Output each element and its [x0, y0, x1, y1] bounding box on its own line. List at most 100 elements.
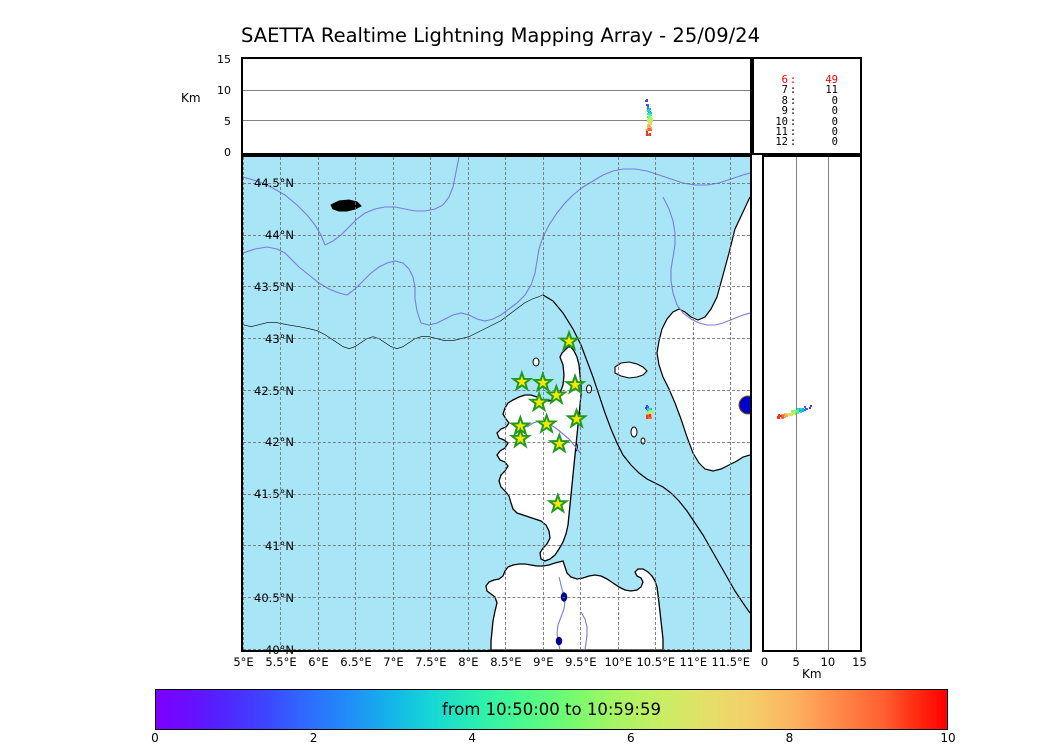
lon-tick: 5.5°E — [265, 655, 297, 669]
lightning-source-point — [648, 121, 651, 124]
lightning-source-point — [808, 406, 812, 409]
map-gridline-lat — [243, 390, 750, 392]
colorbar-gradient — [156, 690, 947, 729]
lat-tick: 42.5°N — [254, 383, 294, 398]
altitude-axis-label: Km — [181, 91, 201, 105]
station-marker[interactable] — [563, 372, 587, 395]
map-gridline-lon — [317, 157, 319, 650]
lightning-source-point — [782, 413, 786, 416]
lightning-source-point — [801, 408, 804, 411]
lon-tick: 10.5°E — [636, 655, 676, 669]
map-gridline-lat — [243, 234, 750, 236]
station-marker[interactable] — [565, 407, 589, 429]
lon-tick: 6.5°E — [340, 655, 372, 669]
lightning-source-point — [645, 104, 648, 107]
map-panel[interactable] — [241, 155, 752, 652]
lightning-source-point — [649, 414, 652, 417]
colorbar[interactable]: from 10:50:00 to 10:59:59 — [155, 689, 948, 730]
lightning-source-point — [646, 416, 649, 419]
station-marker[interactable] — [557, 329, 581, 352]
alt-tick-5: 5 — [224, 114, 231, 128]
map-gridline-lon — [243, 157, 244, 650]
alt-gridline-10km — [243, 89, 750, 91]
lon-tick: 7.5°E — [415, 655, 447, 669]
station-marker[interactable] — [527, 390, 551, 413]
colorbar-tick-2: 2 — [309, 731, 318, 745]
map-gridline-lon — [580, 157, 582, 650]
lightning-source-point — [805, 408, 808, 411]
alt-tick-0: 0 — [224, 145, 231, 159]
lightning-source-point — [646, 107, 649, 110]
lightning-source-point — [795, 409, 799, 412]
lightning-source-point — [648, 416, 651, 419]
lightning-source-point — [647, 116, 650, 119]
station-marker[interactable] — [547, 431, 571, 454]
latpanel-gridline-10km — [827, 157, 829, 650]
latpanel-tick-5: 5 — [792, 655, 800, 669]
lat-tick: 40.5°N — [254, 590, 294, 605]
latpanel-tick-15: 15 — [852, 655, 867, 669]
lightning-source-point — [784, 415, 787, 418]
lightning-source-point — [648, 107, 651, 110]
station-marker[interactable] — [508, 426, 532, 449]
lightning-source-point — [650, 410, 653, 413]
lightning-source-point — [790, 414, 794, 417]
lightning-source-point — [645, 405, 648, 408]
station-markers-layer — [508, 329, 589, 514]
lightning-source-point — [646, 127, 649, 130]
lightning-source-point — [646, 131, 649, 134]
lightning-source-point — [648, 408, 651, 411]
map-gridline-lat — [243, 286, 750, 288]
altitude-vs-longitude-panel — [241, 57, 752, 155]
lon-tick: 6°E — [308, 655, 329, 669]
lon-tick: 9.5°E — [565, 655, 597, 669]
map-gridline-lon — [280, 157, 282, 650]
map-gridline-lat — [243, 441, 750, 443]
lightning-source-point — [802, 409, 805, 413]
map-gridline-lon — [655, 157, 657, 650]
latpanel-axis-label: Km — [802, 667, 822, 681]
stats-row-8: 8:0 — [781, 94, 838, 107]
lightning-source-point — [649, 123, 652, 126]
lat-tick: 40°N — [265, 642, 294, 657]
map-gridline-lon — [467, 157, 469, 650]
lightning-source-point — [647, 124, 650, 127]
map-gridline-lat — [243, 338, 750, 340]
latitude-vs-altitude-panel — [762, 155, 862, 652]
lightning-source-point — [650, 411, 654, 415]
map-gridline-lat — [243, 493, 750, 495]
station-count-table: 6:49 7:11 8:0 9:0 10:0 11:0 12:0 — [762, 75, 838, 148]
lightning-source-point — [787, 413, 790, 416]
lightning-source-point — [796, 411, 800, 414]
stats-row-6: 6:49 — [781, 74, 838, 86]
colorbar-tick-10: 10 — [940, 731, 956, 745]
lightning-source-point — [647, 109, 650, 112]
lightning-source-point — [646, 129, 649, 132]
stats-row-9: 9:0 — [781, 105, 838, 118]
stats-row-7: 7:11 — [781, 84, 838, 97]
lightning-source-point — [645, 406, 648, 409]
station-marker[interactable] — [546, 491, 570, 514]
station-marker[interactable] — [531, 370, 555, 393]
lightning-source-point — [646, 406, 650, 409]
lightning-source-point — [779, 414, 782, 418]
lightning-source-point — [650, 117, 654, 121]
station-marker[interactable] — [544, 383, 568, 405]
station-marker[interactable] — [510, 369, 534, 392]
stats-row-12: 12:0 — [775, 136, 838, 149]
map-gridline-lon — [355, 157, 357, 650]
lightning-source-point — [648, 123, 651, 126]
lightning-source-point — [788, 414, 791, 417]
lightning-source-point — [649, 116, 652, 120]
latpanel-tick-10: 10 — [820, 655, 836, 669]
station-marker[interactable] — [535, 412, 559, 434]
colorbar-tick-0: 0 — [151, 731, 159, 745]
network-center-marker — [738, 395, 750, 415]
lightning-source-point — [804, 406, 807, 409]
lat-tick: 44.5°N — [254, 176, 294, 191]
lat-tick: 43°N — [265, 331, 294, 346]
lightning-source-point — [646, 133, 649, 136]
map-gridline-lon — [692, 157, 694, 650]
map-gridline-lon — [505, 157, 507, 650]
